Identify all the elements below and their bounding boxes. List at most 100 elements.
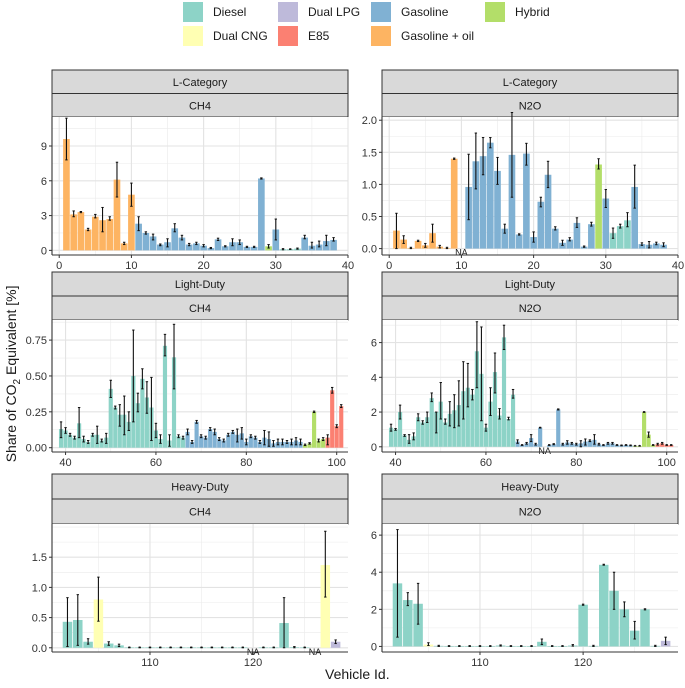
bar [67,434,73,448]
bar [316,440,321,448]
bar [573,222,581,249]
bar [126,421,131,448]
legend-item-hybrid: Hybrid [485,2,550,22]
strip-gas [51,295,349,321]
bar [108,388,113,448]
bar [162,345,168,448]
bar [117,414,122,448]
bar [171,357,177,448]
bar [221,246,229,251]
bar [524,443,529,447]
bar [208,429,213,448]
bar [400,239,407,249]
y-tick-label: 0.0 [362,244,377,256]
bar [248,436,253,448]
y-tick-label: 0.5 [32,613,47,625]
legend-key [371,26,391,46]
bar [638,244,646,249]
bar [320,565,331,648]
strip-category-label: Heavy-Duty [501,482,559,494]
legend-item-gasoline: Gasoline [371,2,448,22]
bar [443,422,448,447]
legend-key [278,26,298,46]
bar [492,372,498,447]
legend-key [485,2,505,22]
bar [610,443,615,447]
strip-category-label: Light-Duty [175,279,226,291]
bar [651,445,656,447]
bar [413,603,423,647]
strip-category-label: Heavy-Duty [171,482,229,494]
bar [217,439,222,448]
y-tick-label: 0.5 [362,211,377,223]
bar [470,394,475,447]
bar [86,441,91,448]
bar [178,237,186,251]
bar [185,244,193,251]
bar [334,426,339,448]
y-tick-label: 6 [41,176,47,188]
x-tick-label: 100 [328,457,346,469]
x-tick-label: 10 [455,260,467,272]
strip-gas-label: CH4 [189,507,211,519]
bar [180,437,186,448]
y-tick-label: 6 [371,530,377,542]
x-tick-label: 0 [56,260,62,272]
bar [140,378,145,448]
bar [416,417,421,447]
strip-gas [381,295,679,321]
strip-gas-label: N2O [519,507,542,519]
x-tick-label: 20 [197,260,209,272]
y-tick-label: 1.0 [362,179,377,191]
bar [515,234,523,249]
bar [301,237,309,251]
x-tick-label: 110 [471,657,489,669]
bar [113,407,118,448]
bar [420,422,425,447]
strip-gas-label: CH4 [189,303,211,315]
x-tick-label: 40 [672,260,684,272]
bar [474,351,479,447]
legend-label: Hybrid [515,5,550,19]
bar [135,403,140,448]
bar [501,228,509,249]
bar [631,186,639,249]
legend-label: Dual CNG [213,29,268,43]
legend-key [371,2,391,22]
bar [508,154,516,249]
x-tick-label: 40 [389,457,401,469]
strip-category-label: L-Category [503,77,558,89]
bar [588,224,595,249]
bar [530,237,537,249]
bar [230,431,235,448]
x-tick-label: 40 [342,260,354,272]
x-tick-label: 120 [244,657,262,669]
bar [194,421,199,448]
bar [185,431,190,448]
legend-label: Dual LPG [308,5,361,19]
y-tick-label: 9 [41,141,47,153]
bar [605,443,611,447]
bar [520,445,525,447]
bar [250,246,258,251]
bar [660,443,665,447]
bar [58,429,64,448]
bar [566,239,574,249]
y-tick-label: 2.0 [362,115,377,127]
x-tick-label: 30 [600,260,612,272]
bar [135,223,142,251]
y-tick-label: 1.0 [32,582,47,594]
bar [529,438,534,447]
bar [388,427,394,447]
x-tick-label: 120 [574,657,592,669]
bar [538,427,543,447]
bar [257,441,262,448]
bar [330,641,341,648]
bar [236,242,244,251]
bar [488,401,493,447]
y-tick-label: 0.75 [26,335,47,347]
y-tick-label: 0 [41,245,47,257]
bar [547,445,552,447]
legend-key [183,2,203,22]
